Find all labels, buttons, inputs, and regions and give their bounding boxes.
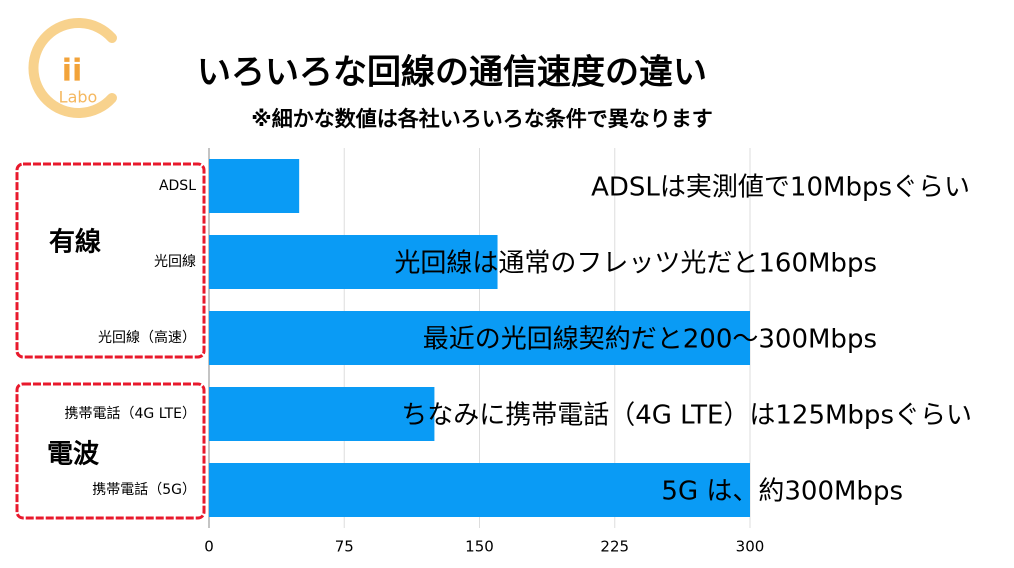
x-tick-label: 0 bbox=[204, 538, 214, 556]
chart-title: いろいろな回線の通信速度の違い bbox=[197, 53, 707, 93]
bar bbox=[209, 463, 750, 517]
annotation: ちなみに携帯電話（4G LTE）は125Mbpsぐらい bbox=[401, 401, 972, 431]
group-label: 電波 bbox=[47, 440, 100, 470]
group-box bbox=[15, 162, 206, 359]
logo-mark bbox=[28, 18, 117, 118]
annotation: 光回線は通常のフレッツ光だと160Mbps bbox=[394, 249, 877, 279]
bar bbox=[209, 159, 300, 213]
annotation: 最近の光回線契約だと200～300Mbps bbox=[423, 325, 877, 355]
bar bbox=[209, 235, 498, 289]
chart-subtitle: ※細かな数値は各社いろいろな条件で異なります bbox=[251, 107, 712, 131]
x-tick-label: 75 bbox=[335, 538, 354, 556]
annotation: 5G は、約300Mbps bbox=[661, 477, 903, 507]
y-tick-label: 携帯電話（5G） bbox=[92, 481, 196, 498]
y-tick-label: 光回線（高速） bbox=[98, 329, 196, 346]
group-label: 有線 bbox=[49, 227, 101, 258]
x-tick-label: 225 bbox=[600, 538, 629, 556]
bar bbox=[209, 311, 750, 365]
bar bbox=[209, 387, 435, 441]
y-tick-label: 携帯電話（4G LTE） bbox=[65, 405, 196, 422]
y-tick-label: 光回線 bbox=[154, 254, 196, 270]
x-tick-label: 300 bbox=[736, 538, 765, 556]
logo-sub: Labo bbox=[59, 88, 98, 107]
logo-text: ii bbox=[62, 54, 83, 89]
annotation: ADSLは実測値で10Mbpsぐらい bbox=[591, 173, 970, 203]
group-box bbox=[15, 382, 206, 520]
y-tick-label: ADSL bbox=[159, 178, 196, 194]
x-tick-label: 150 bbox=[465, 538, 494, 556]
